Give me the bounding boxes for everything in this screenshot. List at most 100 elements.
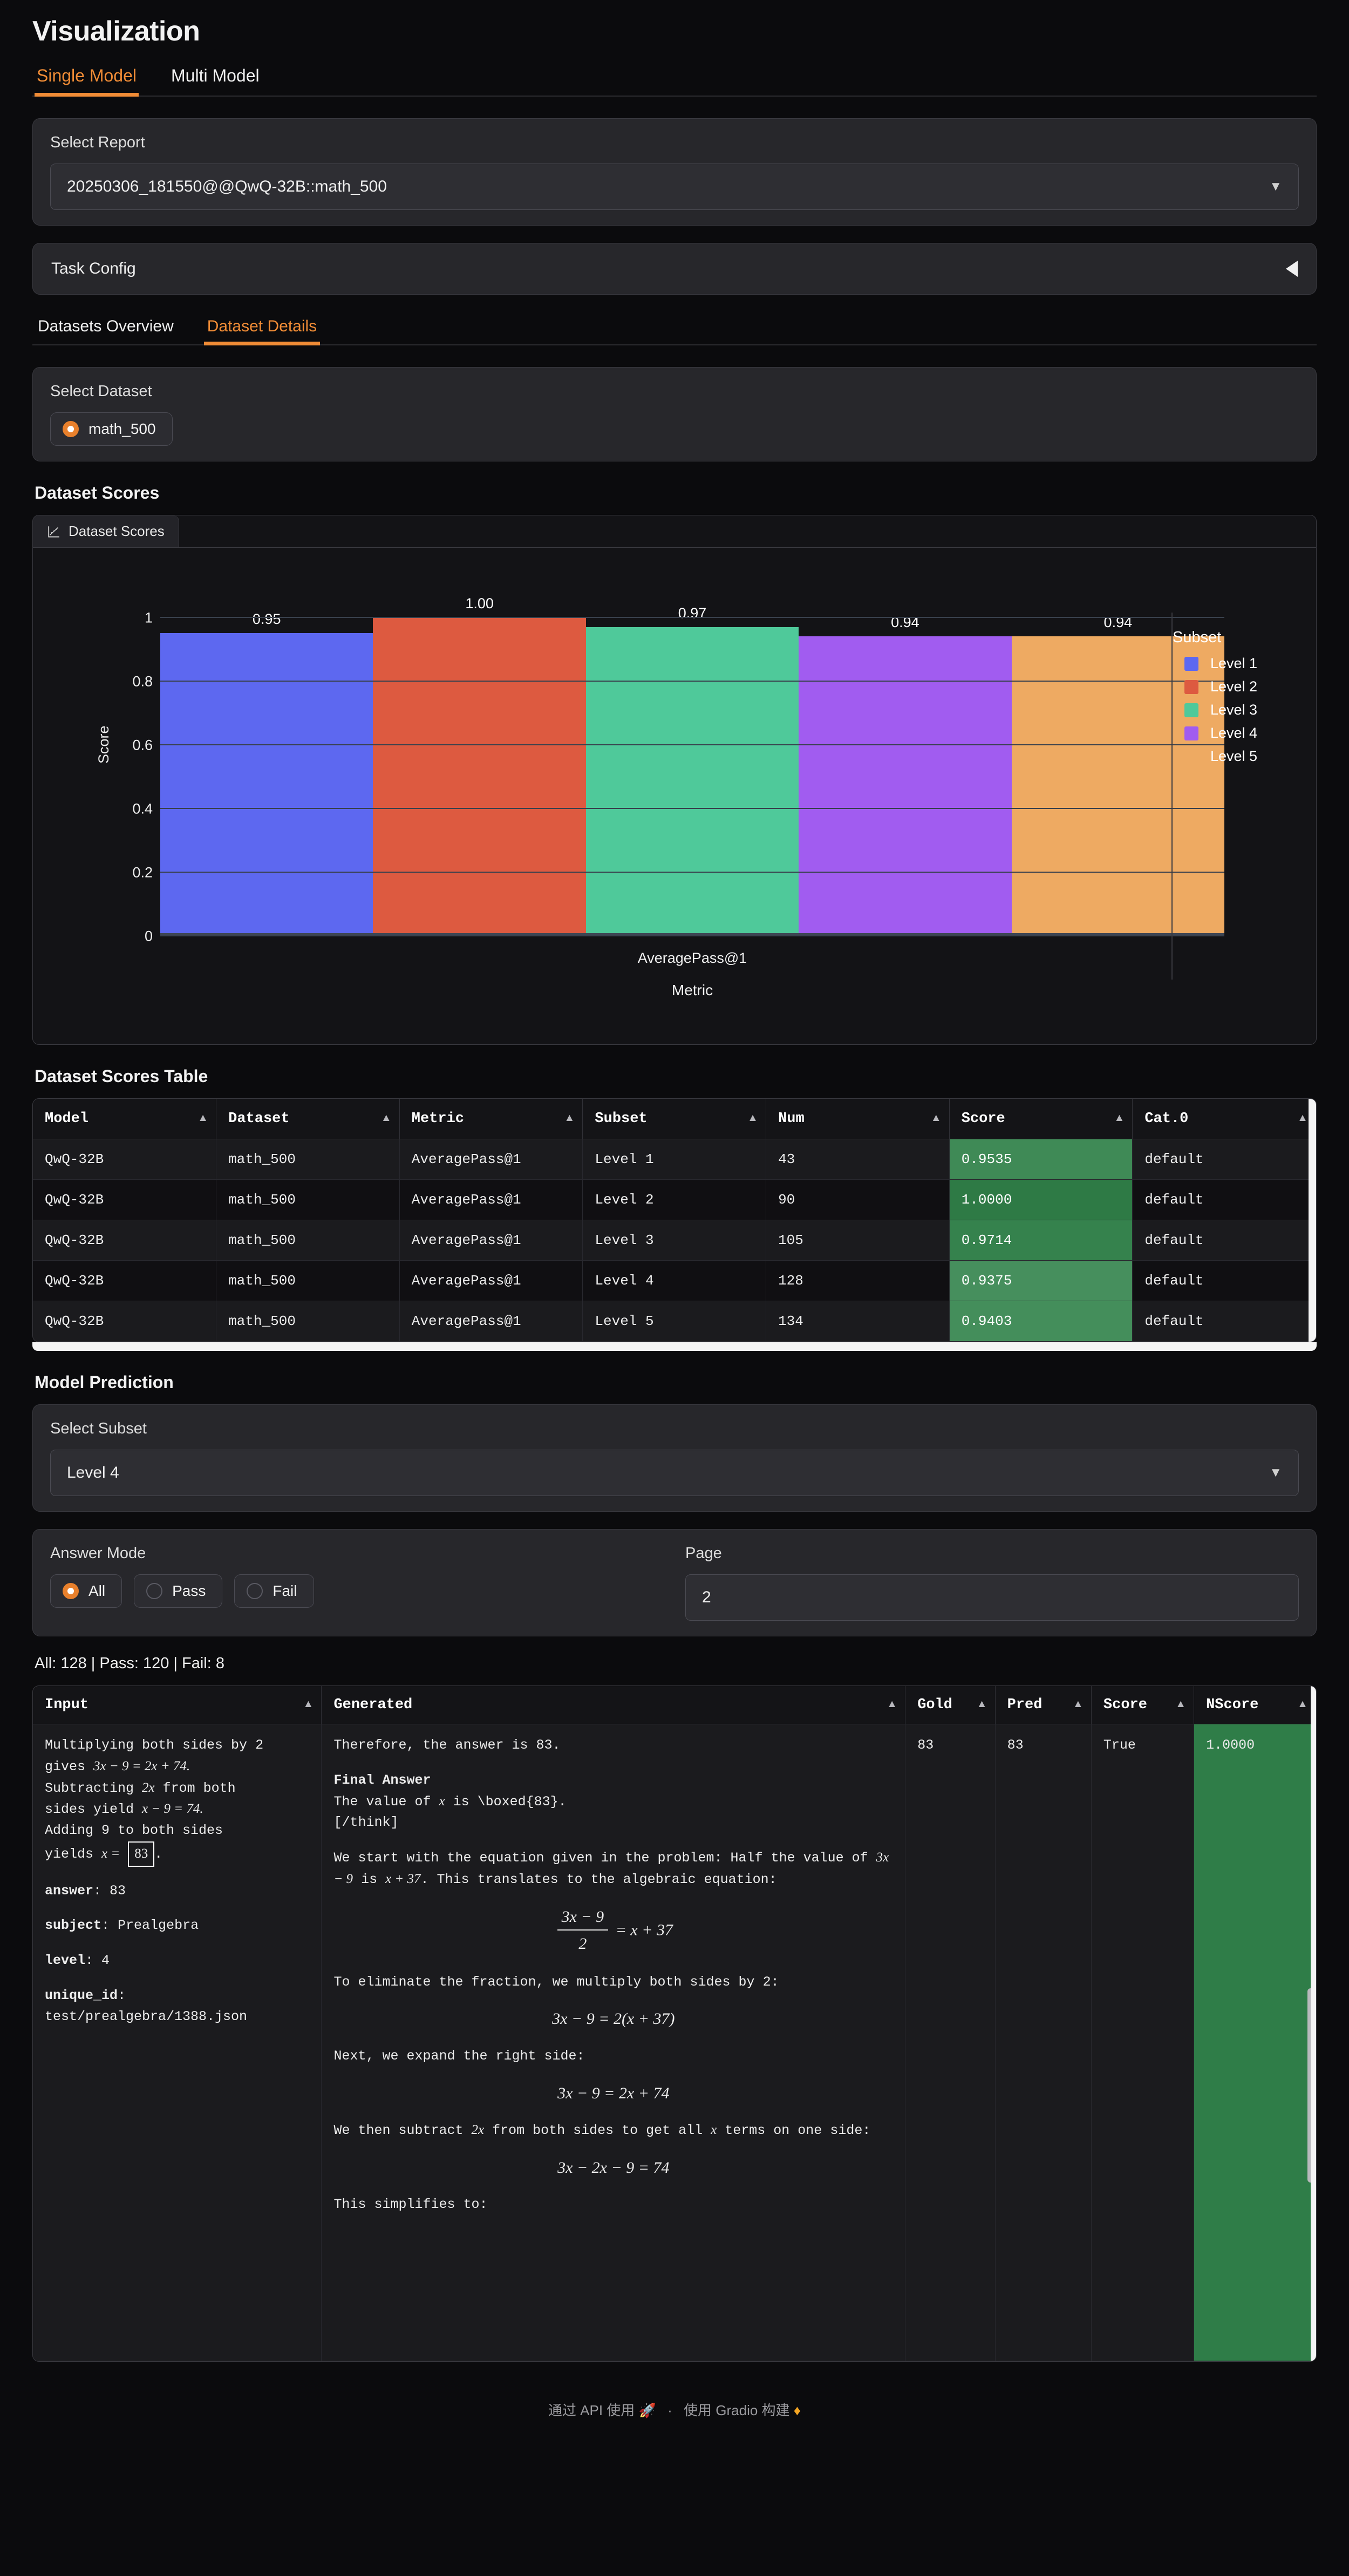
- legend-item[interactable]: Level 3: [1173, 702, 1297, 718]
- chart-gridline: 0.4: [132, 800, 1224, 817]
- table-cell: default: [1132, 1301, 1316, 1342]
- gen-p4-eq2: x + 37: [385, 1871, 421, 1886]
- tab-single-model[interactable]: Single Model: [35, 60, 139, 97]
- sort-ascending-icon[interactable]: ▲: [1299, 1112, 1306, 1125]
- select-subset-dropdown[interactable]: Level 4 ▼: [50, 1450, 1299, 1496]
- sort-ascending-icon[interactable]: ▲: [383, 1112, 390, 1125]
- sort-ascending-icon[interactable]: ▲: [1116, 1112, 1123, 1125]
- legend-item[interactable]: Level 4: [1173, 725, 1297, 742]
- sort-ascending-icon[interactable]: ▲: [978, 1698, 985, 1711]
- chart-bar[interactable]: [585, 627, 799, 933]
- footer-api-text[interactable]: 通过 API 使用: [548, 2402, 635, 2418]
- legend-item[interactable]: Level 2: [1173, 678, 1297, 695]
- prediction-column-header[interactable]: NScore ▲: [1194, 1686, 1316, 1724]
- scores-column-header[interactable]: Model ▲: [33, 1099, 217, 1139]
- gen-p2a: The value of: [333, 1793, 439, 1810]
- input-line-3b: from both: [154, 1780, 236, 1796]
- scores-column-header[interactable]: Num ▲: [766, 1099, 950, 1139]
- prediction-column-header[interactable]: Gold ▲: [905, 1686, 996, 1724]
- sort-ascending-icon[interactable]: ▲: [1074, 1698, 1081, 1711]
- scores-column-header[interactable]: Score ▲: [949, 1099, 1133, 1139]
- chart-bar[interactable]: [160, 633, 373, 933]
- triangle-left-icon[interactable]: [1286, 261, 1298, 277]
- gen-p4-eq1: 3x − 9: [333, 1850, 889, 1886]
- legend-item[interactable]: Level 1: [1173, 655, 1297, 672]
- radio-icon[interactable]: [247, 1583, 263, 1599]
- tab-dataset-details[interactable]: Dataset Details: [203, 313, 321, 345]
- chart-y-tick: 0.8: [132, 673, 153, 690]
- chart-bar[interactable]: [373, 617, 586, 933]
- scores-column-header[interactable]: Metric ▲: [399, 1099, 583, 1139]
- page-input[interactable]: 2: [685, 1574, 1299, 1621]
- answer-mode-pass[interactable]: Pass: [134, 1574, 223, 1608]
- chart-tab-label: Dataset Scores: [69, 523, 165, 539]
- radio-icon[interactable]: [63, 421, 79, 437]
- scores-column-label: Model: [45, 1111, 89, 1127]
- table-cell: QwQ-32B: [33, 1260, 217, 1301]
- answer-mode-all[interactable]: All: [50, 1574, 122, 1608]
- table-cell: Level 1: [582, 1139, 767, 1180]
- answer-mode-group: Answer Mode All Pass Fail: [50, 1545, 664, 1621]
- prediction-column-header[interactable]: Generated ▲: [321, 1686, 906, 1724]
- input-subject-key: subject: [45, 1918, 102, 1934]
- table-cell: 90: [766, 1179, 950, 1220]
- tab-datasets-overview[interactable]: Datasets Overview: [38, 317, 174, 335]
- prediction-column-header[interactable]: Score ▲: [1091, 1686, 1195, 1724]
- sort-ascending-icon[interactable]: ▲: [200, 1112, 207, 1125]
- scores-table-vertical-scrollbar[interactable]: [1309, 1099, 1316, 1342]
- chart-bar[interactable]: [799, 636, 1012, 933]
- gen-p2b: is \boxed{83}.: [445, 1793, 567, 1810]
- chart-gridline: 0.2: [132, 864, 1224, 880]
- tab-multi-model[interactable]: Multi Model: [171, 66, 260, 85]
- scores-table-wrap: Model ▲ Dataset ▲ Metric ▲ Subset ▲ Num ▲ Score ▲ Ca…: [32, 1098, 1317, 1342]
- table-cell: 105: [766, 1220, 950, 1261]
- task-config-accordion[interactable]: Task Config: [32, 243, 1317, 295]
- legend-swatch-icon: [1184, 749, 1198, 764]
- prediction-stats: All: 128 | Pass: 120 | Fail: 8: [35, 1655, 224, 1672]
- prediction-row: Multiplying both sides by 2 gives 3x − 9…: [33, 1724, 1316, 2361]
- scores-table-horizontal-scrollbar[interactable]: [32, 1342, 1317, 1351]
- scores-column-header[interactable]: Cat.0 ▲: [1132, 1099, 1316, 1139]
- chart-bar-wrap: 0.95: [160, 602, 373, 933]
- input-line-2a: gives: [45, 1758, 94, 1775]
- radio-icon[interactable]: [63, 1583, 79, 1599]
- sort-ascending-icon[interactable]: ▲: [750, 1112, 757, 1125]
- model-prediction-heading: Model Prediction: [35, 1372, 174, 1392]
- scores-column-header[interactable]: Dataset ▲: [216, 1099, 400, 1139]
- table-cell: default: [1132, 1179, 1316, 1220]
- table-cell: QwQ-32B: [33, 1220, 217, 1261]
- chart-bar-value-label: 0.97: [678, 604, 707, 621]
- chart-y-axis-label: Score: [96, 725, 112, 764]
- sort-ascending-icon[interactable]: ▲: [305, 1698, 312, 1711]
- gen-paragraph-1: Therefore, the answer is 83.: [333, 1737, 561, 1753]
- legend-item[interactable]: Level 5: [1173, 748, 1297, 765]
- radio-icon[interactable]: [146, 1583, 163, 1599]
- prediction-column-header[interactable]: Input ▲: [33, 1686, 322, 1724]
- table-cell: 128: [766, 1260, 950, 1301]
- prediction-column-header[interactable]: Pred ▲: [995, 1686, 1092, 1724]
- legend-label: Level 5: [1210, 748, 1258, 764]
- chart-legend: Subset Level 1 Level 2 Level 3 Level 4 Level…: [1173, 629, 1297, 771]
- sort-ascending-icon[interactable]: ▲: [1299, 1698, 1306, 1711]
- table-cell: Level 4: [582, 1260, 767, 1301]
- chart-tab-dataset-scores[interactable]: Dataset Scores: [33, 515, 179, 547]
- gen-display-equation-4: 3x − 2x − 9 = 74: [557, 2158, 670, 2177]
- scores-column-label: Metric: [411, 1111, 464, 1127]
- scores-column-header[interactable]: Subset ▲: [582, 1099, 767, 1139]
- answer-mode-fail[interactable]: Fail: [234, 1574, 314, 1608]
- prediction-table-scroll-track[interactable]: [1311, 1686, 1316, 2361]
- sort-ascending-icon[interactable]: ▲: [1177, 1698, 1184, 1711]
- footer-built-text[interactable]: 使用 Gradio 构建: [684, 2402, 790, 2418]
- dataset-option-math500[interactable]: math_500: [50, 412, 173, 446]
- select-report-dropdown[interactable]: 20250306_181550@@QwQ-32B::math_500 ▼: [50, 164, 1299, 210]
- input-uid-value: test/prealgebra/1388.json: [45, 2008, 248, 2024]
- input-equation-3: x − 9 = 74.: [142, 1802, 203, 1817]
- gen-eq1-denominator: 2: [578, 1935, 587, 1953]
- sort-ascending-icon[interactable]: ▲: [932, 1112, 939, 1125]
- gen-eq1-numerator: 3x − 9: [557, 1905, 609, 1931]
- dataset-scores-heading: Dataset Scores: [35, 483, 160, 502]
- table-cell: math_500: [216, 1179, 400, 1220]
- sort-ascending-icon[interactable]: ▲: [889, 1698, 896, 1711]
- prediction-table-header-row: Input ▲ Generated ▲ Gold ▲ Pred ▲ Score ▲ NScore ▲: [33, 1686, 1316, 1724]
- sort-ascending-icon[interactable]: ▲: [566, 1112, 573, 1125]
